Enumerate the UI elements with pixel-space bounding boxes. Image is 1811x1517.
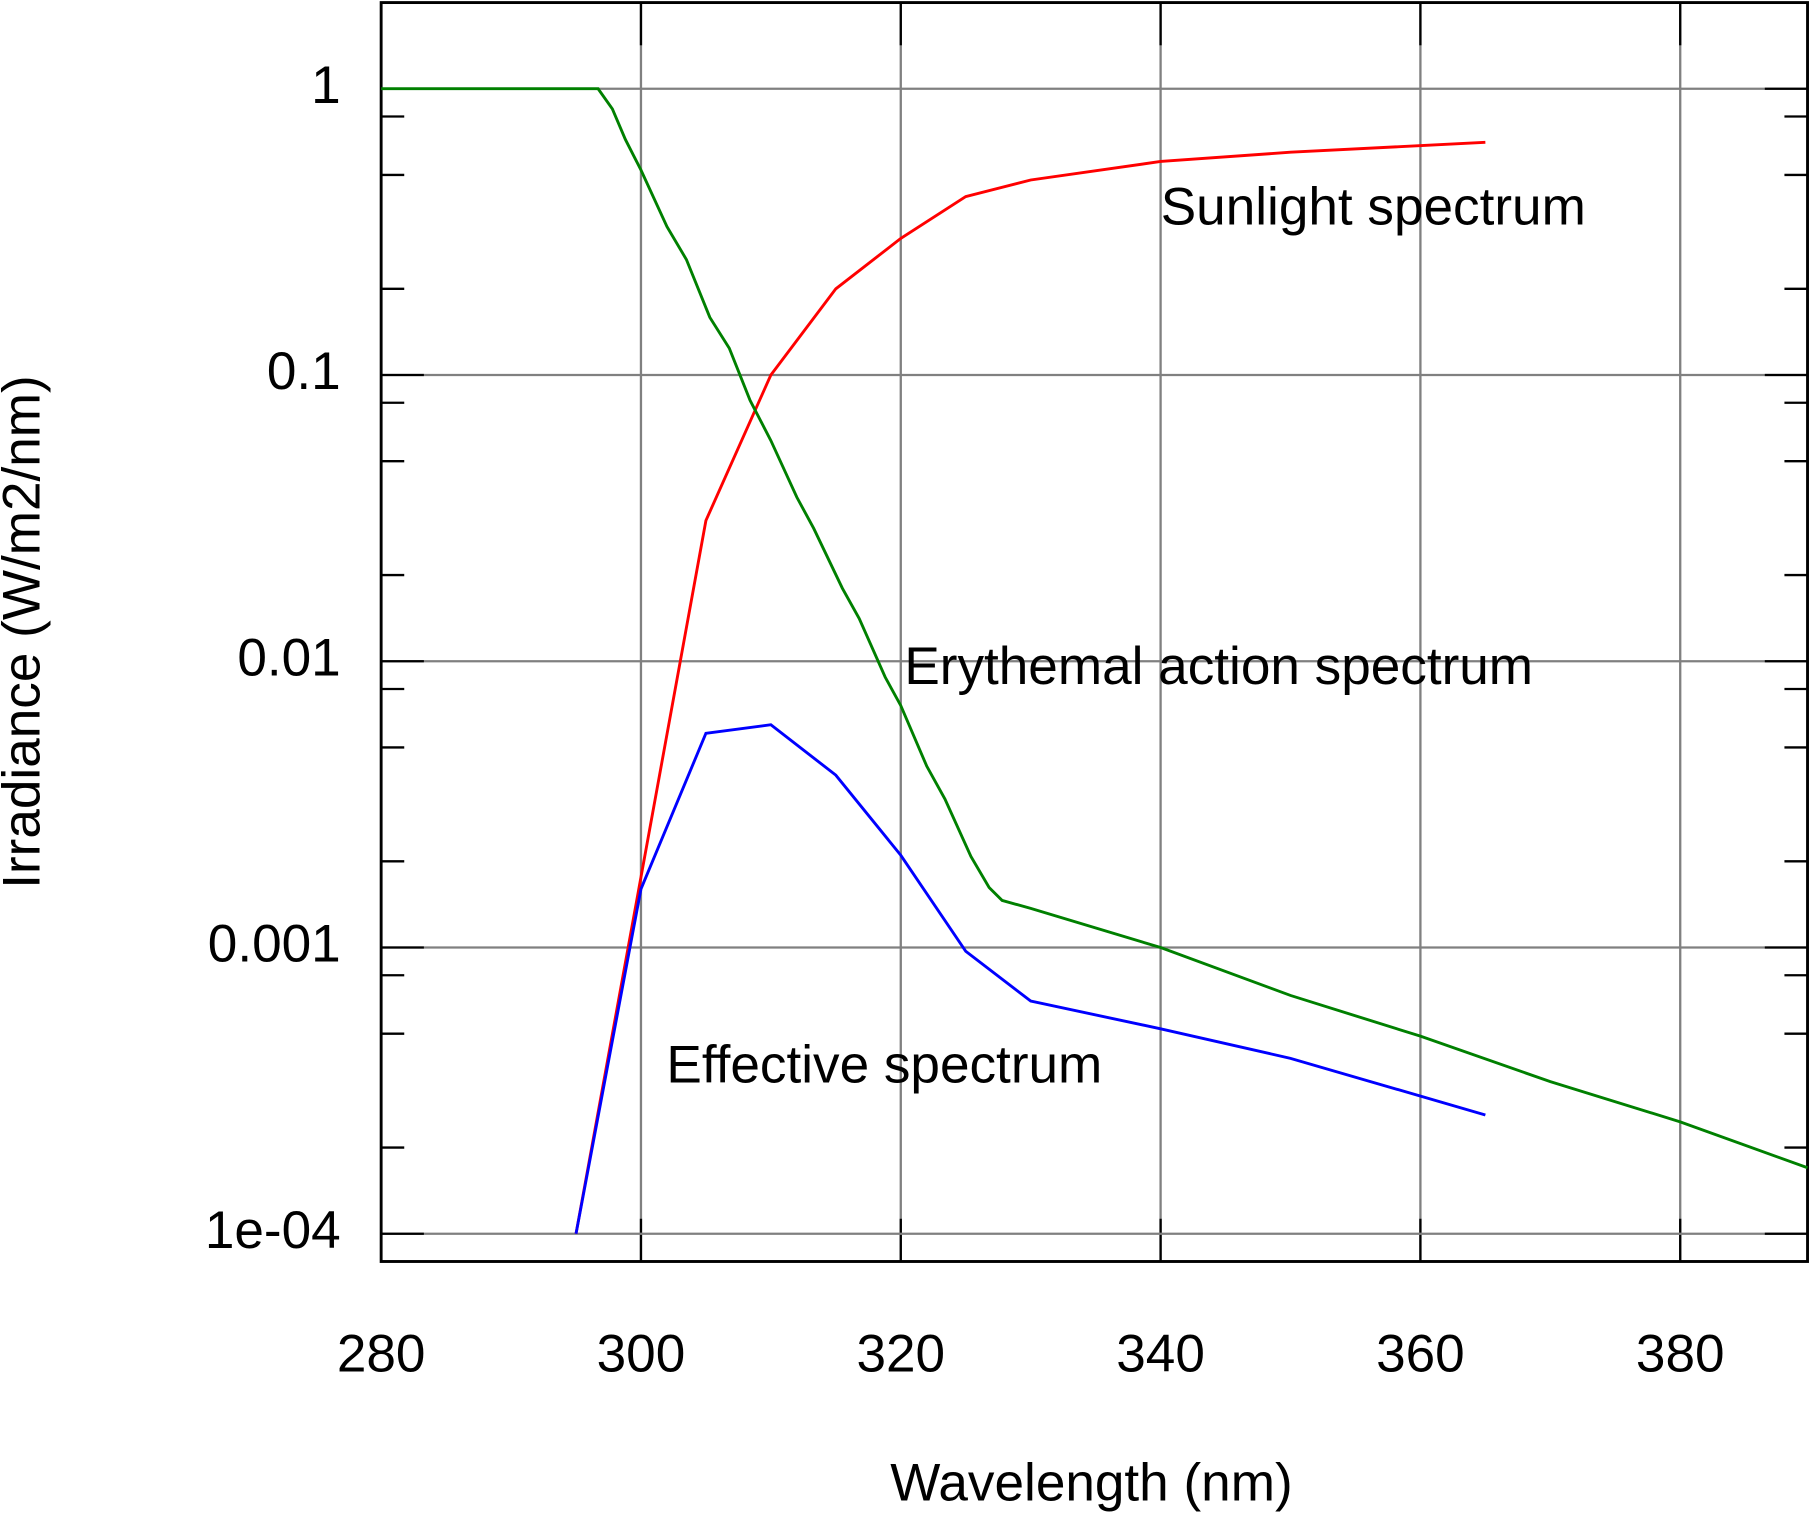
x-axis-label: Wavelength (nm) — [890, 1454, 1292, 1513]
x-tick-label: 280 — [337, 1324, 426, 1383]
series-line — [574, 723, 1486, 1235]
y-axis-label: Irradiance (W/m2/nm) — [0, 375, 51, 889]
x-tick-label: 300 — [597, 1324, 686, 1383]
x-tick-label: 340 — [1116, 1324, 1205, 1383]
y-tick-label: 1e-04 — [205, 1201, 341, 1260]
x-tick-label: 380 — [1636, 1324, 1725, 1383]
series-label: Sunlight spectrum — [1161, 177, 1586, 236]
x-tick-label: 320 — [856, 1324, 945, 1383]
series-line — [381, 87, 1809, 1170]
plot-frame — [379, 1, 1809, 1263]
series-label: Effective spectrum — [666, 1036, 1102, 1095]
y-tick-label: 0.01 — [237, 628, 340, 687]
y-tick-label: 0.1 — [267, 342, 341, 401]
y-tick-label: 0.001 — [208, 915, 341, 974]
y-tick-label: 1 — [311, 56, 341, 115]
x-tick-label: 360 — [1376, 1324, 1465, 1383]
series-line — [574, 140, 1486, 1235]
series-label: Erythemal action spectrum — [904, 637, 1533, 696]
